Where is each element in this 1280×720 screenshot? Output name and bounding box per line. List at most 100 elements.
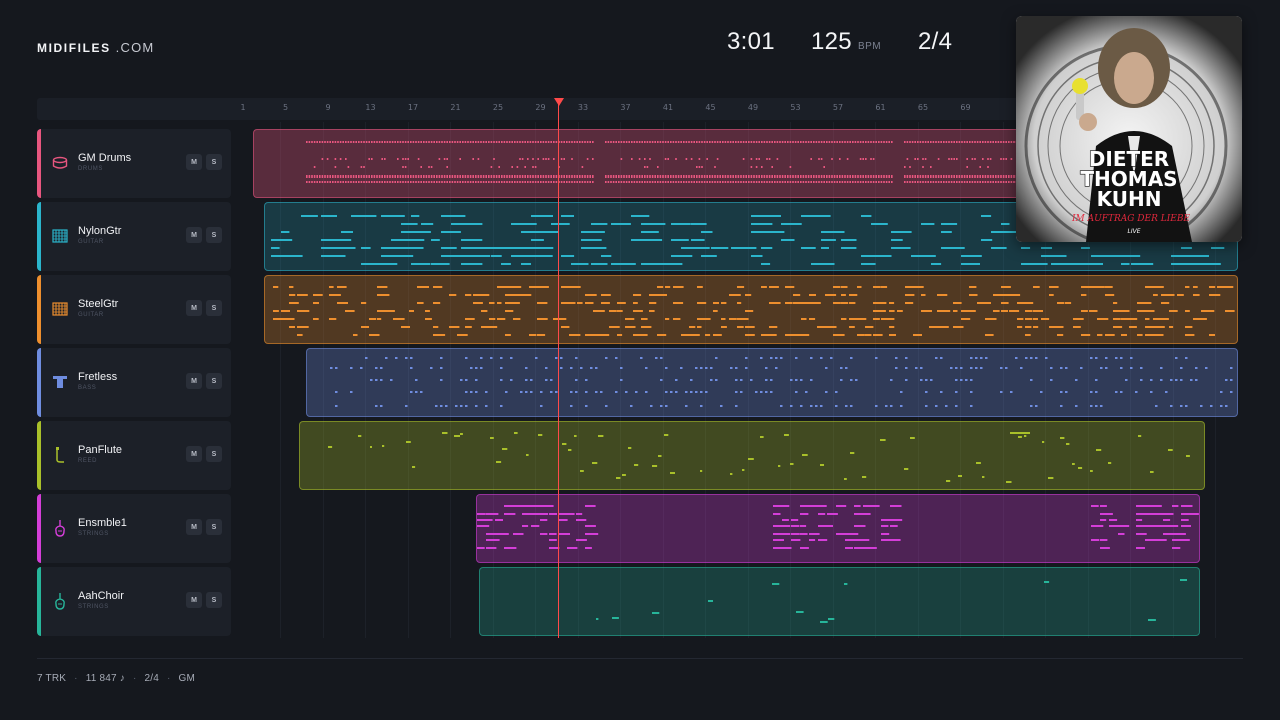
track-category: STRINGS [78,531,109,537]
solo-button[interactable]: S [206,300,222,316]
flute-icon [51,443,69,467]
midi-clip[interactable] [479,567,1200,636]
grid-line [322,122,324,638]
mute-button[interactable]: M [186,446,202,462]
grid-line [747,122,749,638]
grid-line [450,122,451,638]
footer-meter: 2/4 [144,673,159,684]
site-logo[interactable]: MIDIFILES .COM [37,40,154,55]
ruler-tick: 1 [240,103,246,112]
grid-line [1045,122,1046,638]
violin-icon [51,516,69,540]
album-cover: DIETER THOMAS KUHN IM AUFTRAG DER LIEBE … [1016,16,1242,242]
bass-icon [51,370,69,394]
track-header[interactable]: GM Drums DRUMS M S [37,129,231,198]
track-header[interactable]: Ensmble1 STRINGS M S [37,494,231,563]
mute-button[interactable]: M [186,373,202,389]
guitar-fretboard-icon [51,224,69,248]
mute-button[interactable]: M [186,300,202,316]
track-name: Fretless [78,371,118,383]
grid-line [875,122,876,638]
grid-line [1172,122,1174,638]
track-color-bar [37,567,41,636]
track-header[interactable]: PanFlute REED M S [37,421,231,490]
grid-line [1087,122,1089,638]
midi-clip[interactable] [306,348,1238,417]
cover-artist-line2: THOMAS [1080,167,1177,191]
track-header[interactable]: AahChoir STRINGS M S [37,567,231,636]
drum-icon [51,151,69,175]
track-color-bar [37,494,41,563]
track-header[interactable]: SteelGtr GUITAR M S [37,275,231,344]
track-name: PanFlute [78,444,123,456]
tempo-unit: BPM [857,41,882,52]
solo-button[interactable]: S [206,227,222,243]
track-category: REED [78,458,98,464]
mute-button[interactable]: M [186,519,202,535]
solo-button[interactable]: S [206,154,222,170]
track-name: GM Drums [78,152,132,164]
midi-clip[interactable] [299,421,1205,490]
grid-line [577,122,579,638]
mute-button[interactable]: M [186,592,202,608]
tempo-display: 125 BPM [811,28,881,56]
ruler-tick: 25 [492,103,504,112]
mute-button[interactable]: M [186,227,202,243]
ruler-tick: 61 [875,103,886,112]
cover-artist-line1: DIETER [1089,147,1169,171]
grid-line [280,122,281,638]
track-color-bar [37,202,41,271]
tempo-value: 125 [811,28,852,55]
timeline-ruler[interactable]: 1 5 9 13 17 21 25 29 33 37 41 45 49 53 57 61 65 69 [37,98,1243,120]
track-header[interactable]: Fretless BASS M S [37,348,231,417]
playhead[interactable] [558,102,559,638]
grid-line [1002,122,1004,638]
grid-line [705,122,706,638]
album-cover-art: DIETER THOMAS KUHN IM AUFTRAG DER LIEBE … [1016,16,1242,242]
clip-notes [596,579,1187,623]
clip-notes [477,505,1199,549]
ruler-tick: 53 [790,103,801,112]
track-category: GUITAR [78,312,104,318]
midi-clip[interactable] [476,494,1200,563]
track-category: GUITAR [78,239,104,245]
ruler-tick: 41 [662,103,674,112]
midi-clip[interactable] [264,275,1238,344]
track-category: STRINGS [78,604,109,610]
solo-button[interactable]: S [206,519,222,535]
solo-button[interactable]: S [206,373,222,389]
grid-line [1215,122,1216,638]
cover-album-title: IM AUFTRAG DER LIEBE [1071,214,1190,224]
logo-suffix: .COM [115,40,155,55]
playhead-handle[interactable] [554,98,564,106]
ruler-tick: 57 [832,103,844,112]
ruler-tick: 29 [535,103,546,112]
cover-live-tag: LIVE [1127,228,1140,235]
track-name: AahChoir [78,590,124,602]
track-name: SteelGtr [78,298,119,310]
footer-separator: · [166,673,171,684]
grid-line [1130,122,1131,638]
footer-separator: · [74,673,78,684]
cover-artist-line3: KUHN [1097,187,1162,211]
footer-divider [37,658,1243,659]
track-category: DRUMS [78,166,103,172]
track-color-bar [37,421,41,490]
footer-note-count: 11 847 ♪ [85,673,125,684]
ruler-tick: 37 [620,103,631,112]
status-footer: 7 TRK · 11 847 ♪ · 2/4 · GM [37,673,195,684]
clip-notes [328,432,1190,483]
grid-line [407,122,409,638]
track-header[interactable]: NylonGtr GUITAR M S [37,202,231,271]
footer-track-count: 7 TRK [37,673,67,684]
clip-notes [330,357,1233,407]
ruler-tick: 5 [282,103,289,112]
track-category: BASS [78,385,97,391]
mute-button[interactable]: M [186,154,202,170]
grid-line [662,122,664,638]
track-color-bar [37,348,41,417]
footer-separator: · [132,673,137,684]
solo-button[interactable]: S [206,446,222,462]
ruler-tick: 13 [365,103,376,112]
solo-button[interactable]: S [206,592,222,608]
